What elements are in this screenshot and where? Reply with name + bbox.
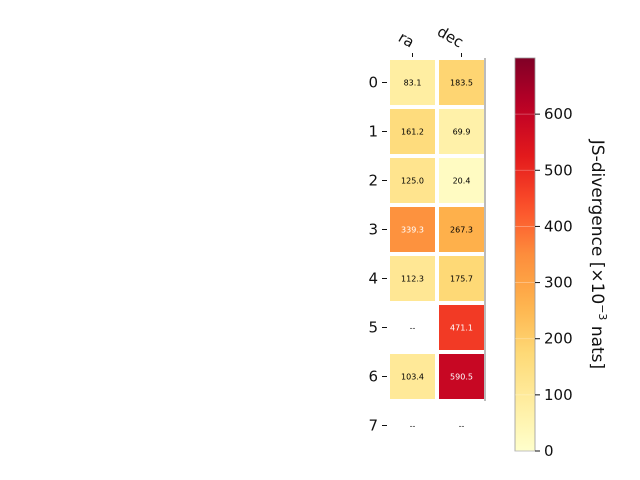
- cell-value-label: 103.4: [401, 373, 424, 382]
- cell-missing-label: --: [410, 324, 416, 333]
- cell-value-label: 183.5: [450, 79, 473, 88]
- cell-value-label: 69.9: [453, 128, 471, 137]
- cell-value-label: 125.0: [401, 177, 424, 186]
- cell-value-label: 175.7: [450, 275, 473, 284]
- y-tick-label: 4: [368, 270, 378, 288]
- colorbar-tick-label: 0: [544, 442, 554, 460]
- colorbar: 0 100 200 300 400 500 600 JS-divergence [×10−3…: [514, 57, 609, 460]
- cell-value-label: 20.4: [453, 177, 471, 186]
- y-axis: 0 1 2 3 4 5 6 7: [368, 74, 387, 435]
- colorbar-tick-label: 300: [544, 274, 573, 292]
- cell-value-label: 267.3: [450, 226, 473, 235]
- colorbar-tick-label: 400: [544, 217, 573, 235]
- y-tick-label: 5: [368, 319, 378, 337]
- colorbar-tick-label: 200: [544, 330, 573, 348]
- colorbar-label: JS-divergence [×10−3 nats]: [587, 139, 609, 369]
- y-tick-label: 7: [368, 417, 378, 435]
- cell-value-label: 339.3: [401, 226, 424, 235]
- colorbar-label-prefix: JS-divergence [×10: [587, 139, 607, 304]
- colorbar-tick-label: 100: [544, 386, 573, 404]
- colorbar-label-suffix: nats]: [587, 320, 607, 369]
- y-tick-label: 3: [368, 221, 378, 239]
- cell-value-label: 83.1: [404, 79, 422, 88]
- x-axis: ra dec: [395, 22, 467, 57]
- colorbar-gradient: [514, 57, 536, 452]
- heatmap-cell: [388, 254, 437, 303]
- cell-value-label: 471.1: [450, 324, 473, 333]
- y-tick-label: 2: [368, 172, 378, 190]
- x-tick-label: dec: [434, 22, 466, 51]
- heatmap-cell: [437, 205, 486, 254]
- cell-value-label: 161.2: [401, 128, 424, 137]
- heatmap-cell: [437, 58, 486, 107]
- heatmap-cell: [437, 352, 486, 401]
- heatmap-cell: [388, 58, 437, 107]
- heatmap-cell: [437, 156, 486, 205]
- heatmap-cell: [388, 156, 437, 205]
- heatmap-cell: [388, 107, 437, 156]
- heatmap-cell: [437, 254, 486, 303]
- cell-missing-label: --: [459, 422, 465, 431]
- cell-value-label: 112.3: [401, 275, 424, 284]
- colorbar-tick-label: 600: [544, 105, 573, 123]
- colorbar-label-exponent: −3: [596, 304, 609, 320]
- y-tick-label: 0: [368, 74, 378, 92]
- heatmap-cell: [388, 352, 437, 401]
- colorbar-ticks: 0 100 200 300 400 500 600: [515, 105, 573, 460]
- x-tick-label: ra: [395, 28, 417, 51]
- heatmap-cells: 83.1 183.5 161.2 69.9 125.0 20.4 339.3 267.3 112…: [388, 58, 486, 431]
- y-tick-label: 6: [368, 368, 378, 386]
- cell-value-label: 590.5: [450, 373, 473, 382]
- cell-missing-label: --: [410, 422, 416, 431]
- heatmap-cell: [388, 205, 437, 254]
- colorbar-tick-label: 500: [544, 161, 573, 179]
- y-tick-label: 1: [368, 123, 378, 141]
